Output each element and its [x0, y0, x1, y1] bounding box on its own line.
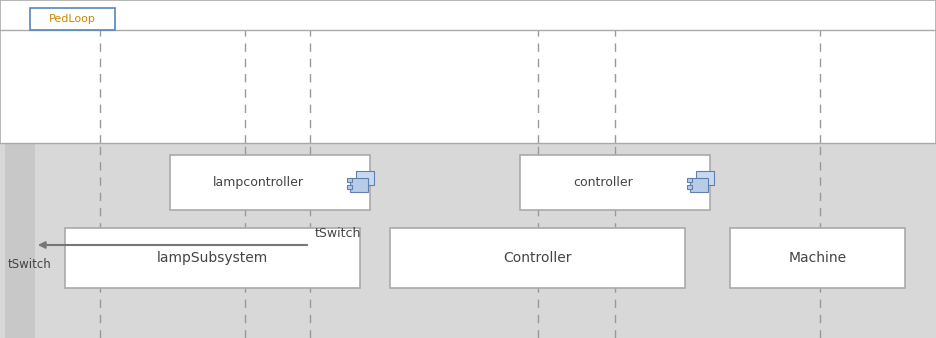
FancyBboxPatch shape	[5, 143, 35, 338]
FancyBboxPatch shape	[30, 8, 115, 30]
FancyBboxPatch shape	[347, 177, 352, 182]
FancyBboxPatch shape	[690, 177, 708, 192]
FancyBboxPatch shape	[350, 177, 368, 192]
FancyBboxPatch shape	[347, 185, 352, 189]
FancyBboxPatch shape	[520, 155, 710, 210]
FancyBboxPatch shape	[730, 228, 905, 288]
Text: PedLoop: PedLoop	[49, 14, 95, 24]
FancyBboxPatch shape	[687, 177, 692, 182]
Text: controller: controller	[573, 176, 633, 189]
FancyBboxPatch shape	[696, 170, 714, 185]
FancyBboxPatch shape	[687, 185, 692, 189]
Text: tSwitch: tSwitch	[8, 258, 51, 271]
Text: lampSubsystem: lampSubsystem	[157, 251, 268, 265]
FancyBboxPatch shape	[356, 170, 374, 185]
FancyBboxPatch shape	[0, 143, 936, 338]
Text: Controller: Controller	[504, 251, 572, 265]
Text: lampcontroller: lampcontroller	[212, 176, 303, 189]
Text: Machine: Machine	[788, 251, 846, 265]
Text: tSwitch: tSwitch	[315, 227, 361, 240]
FancyBboxPatch shape	[170, 155, 370, 210]
FancyBboxPatch shape	[65, 228, 360, 288]
FancyBboxPatch shape	[390, 228, 685, 288]
